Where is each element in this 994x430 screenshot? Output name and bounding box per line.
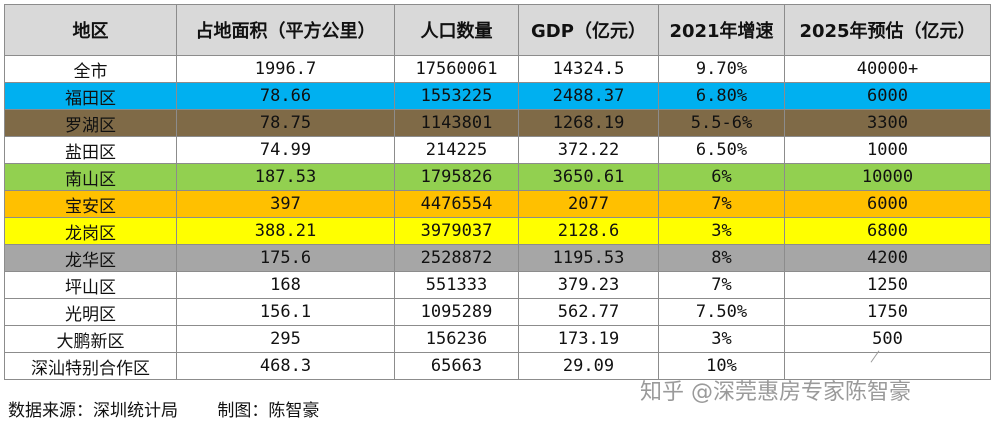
cell-population: 1095289 [394,298,519,326]
header-area: 占地面积（平方公里） [176,4,395,56]
cell-forecast-2025: 3300 [784,109,991,137]
table-row: 龙华区 175.6 2528872 1195.53 8% 4200 [4,244,991,272]
cell-area: 397 [176,190,395,218]
table-row: 福田区 78.66 1553225 2488.37 6.80% 6000 [4,82,991,110]
cell-region: 福田区 [4,82,177,110]
cell-region: 宝安区 [4,190,177,218]
cell-gdp: 1268.19 [518,109,659,137]
cell-area: 388.21 [176,217,395,245]
cell-region: 龙岗区 [4,217,177,245]
cell-gdp: 3650.61 [518,163,659,191]
table-row: 龙岗区 388.21 3979037 2128.6 3% 6800 [4,217,991,245]
data-table: 地区 占地面积（平方公里） 人口数量 GDP（亿元） 2021年增速 2025年… [4,4,991,380]
cell-forecast-2025: 500 [784,325,991,353]
cell-gdp: 379.23 [518,271,659,299]
cell-growth-2021: 6% [658,163,785,191]
cell-area: 1996.7 [176,55,395,83]
cell-growth-2021: 9.70% [658,55,785,83]
cell-gdp: 2128.6 [518,217,659,245]
cell-forecast-2025: 10000 [784,163,991,191]
cell-region: 罗湖区 [4,109,177,137]
cell-population: 551333 [394,271,519,299]
cell-growth-2021: 3% [658,217,785,245]
cell-population: 4476554 [394,190,519,218]
cell-growth-2021: 10% [658,352,785,380]
cell-region: 南山区 [4,163,177,191]
cell-forecast-2025: 40000+ [784,55,991,83]
cell-population: 65663 [394,352,519,380]
cell-population: 3979037 [394,217,519,245]
data-table-container: 地区 占地面积（平方公里） 人口数量 GDP（亿元） 2021年增速 2025年… [4,4,991,380]
header-forecast-2025: 2025年预估（亿元） [784,4,991,56]
cell-gdp: 2488.37 [518,82,659,110]
header-region: 地区 [4,4,177,56]
table-row: 深汕特别合作区 468.3 65663 29.09 10% [4,352,991,380]
cell-growth-2021: 7% [658,271,785,299]
header-growth-2021: 2021年增速 [658,4,785,56]
cell-area: 468.3 [176,352,395,380]
table-row: 盐田区 74.99 214225 372.22 6.50% 1000 [4,136,991,164]
cell-gdp: 2077 [518,190,659,218]
cell-growth-2021: 7.50% [658,298,785,326]
header-population: 人口数量 [394,4,519,56]
cell-growth-2021: 6.80% [658,82,785,110]
cell-area: 187.53 [176,163,395,191]
cell-region: 龙华区 [4,244,177,272]
cell-area: 175.6 [176,244,395,272]
cell-gdp: 173.19 [518,325,659,353]
cell-forecast-2025: 6800 [784,217,991,245]
cell-forecast-2025: 1000 [784,136,991,164]
cell-growth-2021: 5.5-6% [658,109,785,137]
table-row: 罗湖区 78.75 1143801 1268.19 5.5-6% 3300 [4,109,991,137]
cell-region: 全市 [4,55,177,83]
cell-population: 214225 [394,136,519,164]
cell-gdp: 14324.5 [518,55,659,83]
table-row: 坪山区 168 551333 379.23 7% 1250 [4,271,991,299]
cell-growth-2021: 3% [658,325,785,353]
cell-region: 深汕特别合作区 [4,352,177,380]
cell-area: 78.75 [176,109,395,137]
cell-region: 光明区 [4,298,177,326]
header-row: 地区 占地面积（平方公里） 人口数量 GDP（亿元） 2021年增速 2025年… [4,4,991,56]
cell-area: 156.1 [176,298,395,326]
table-row: 宝安区 397 4476554 2077 7% 6000 [4,190,991,218]
cell-gdp: 372.22 [518,136,659,164]
header-gdp: GDP（亿元） [518,4,659,56]
cell-area: 74.99 [176,136,395,164]
cell-region: 坪山区 [4,271,177,299]
watermark: 知乎 @深莞惠房专家陈智豪 [640,380,911,405]
cell-population: 1143801 [394,109,519,137]
cell-area: 295 [176,325,395,353]
cell-population: 2528872 [394,244,519,272]
cell-forecast-2025: 4200 [784,244,991,272]
cell-gdp: 562.77 [518,298,659,326]
cell-population: 17560061 [394,55,519,83]
cell-growth-2021: 7% [658,190,785,218]
footer: 数据来源：深圳统计局 制图：陈智豪 [8,396,353,421]
cell-growth-2021: 6.50% [658,136,785,164]
cell-forecast-2025: 6000 [784,82,991,110]
cell-forecast-2025: 1750 [784,298,991,326]
table-row: 光明区 156.1 1095289 562.77 7.50% 1750 [4,298,991,326]
cell-forecast-2025 [784,352,991,380]
data-source: 数据来源：深圳统计局 [8,401,178,421]
table-row: 全市 1996.7 17560061 14324.5 9.70% 40000+ [4,55,991,83]
cell-population: 1795826 [394,163,519,191]
chart-author: 制图：陈智豪 [217,401,320,421]
cell-area: 168 [176,271,395,299]
cell-region: 大鹏新区 [4,325,177,353]
cell-area: 78.66 [176,82,395,110]
table-row: 南山区 187.53 1795826 3650.61 6% 10000 [4,163,991,191]
cell-forecast-2025: 1250 [784,271,991,299]
cell-growth-2021: 8% [658,244,785,272]
cell-region: 盐田区 [4,136,177,164]
cell-population: 1553225 [394,82,519,110]
cell-population: 156236 [394,325,519,353]
cell-gdp: 29.09 [518,352,659,380]
cell-gdp: 1195.53 [518,244,659,272]
table-row: 大鹏新区 295 156236 173.19 3% 500 [4,325,991,353]
cell-forecast-2025: 6000 [784,190,991,218]
